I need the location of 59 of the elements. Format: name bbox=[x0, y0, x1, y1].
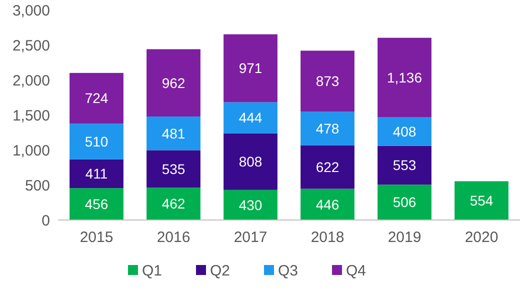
bar bbox=[224, 102, 278, 134]
data-label: 553 bbox=[392, 157, 416, 174]
legend-label: Q1 bbox=[142, 262, 162, 280]
data-label: 554 bbox=[470, 192, 494, 209]
y-tick-label: 0 bbox=[42, 212, 50, 230]
data-label: 962 bbox=[162, 74, 186, 91]
data-label: 510 bbox=[84, 133, 108, 150]
data-label: 430 bbox=[238, 196, 262, 213]
y-tick-label: 2,500 bbox=[12, 37, 50, 54]
data-label: 1,136 bbox=[386, 69, 422, 86]
bar bbox=[70, 188, 124, 220]
bar bbox=[146, 49, 200, 117]
data-label: 535 bbox=[162, 160, 186, 177]
x-tick-label: 2015 bbox=[80, 229, 114, 246]
y-tick-label: 1,000 bbox=[12, 142, 50, 160]
x-tick-label: 2020 bbox=[464, 229, 498, 246]
bar bbox=[378, 184, 432, 220]
data-label: 411 bbox=[85, 166, 108, 182]
bar bbox=[70, 72, 124, 124]
data-label: 622 bbox=[316, 158, 340, 175]
data-label: 724 bbox=[84, 90, 108, 106]
y-tick-label: 3,000 bbox=[12, 2, 50, 20]
data-label: 481 bbox=[162, 125, 186, 142]
bar bbox=[70, 159, 124, 188]
bar bbox=[378, 38, 432, 118]
bar bbox=[224, 34, 278, 102]
data-label: 808 bbox=[238, 154, 262, 170]
data-label: 971 bbox=[238, 60, 262, 76]
bar bbox=[224, 190, 278, 220]
x-tick-label: 2019 bbox=[388, 229, 422, 246]
bar bbox=[454, 181, 508, 220]
y-tick-label: 1,500 bbox=[12, 107, 50, 124]
data-label: 444 bbox=[238, 110, 262, 126]
bar bbox=[146, 116, 200, 150]
x-tick-label: 2018 bbox=[310, 229, 344, 246]
bar bbox=[300, 50, 354, 112]
y-tick-label: 500 bbox=[24, 177, 50, 194]
bar bbox=[224, 133, 278, 190]
data-label: 478 bbox=[316, 120, 340, 136]
x-tick-label: 2017 bbox=[234, 229, 268, 246]
bar bbox=[300, 145, 354, 189]
legend-label: Q3 bbox=[278, 262, 298, 280]
bar bbox=[300, 112, 354, 146]
bar bbox=[70, 124, 124, 160]
legend-label: Q2 bbox=[210, 262, 230, 280]
bar bbox=[378, 146, 432, 185]
data-label: 446 bbox=[316, 196, 340, 212]
data-label: 408 bbox=[392, 123, 416, 140]
y-tick-label: 2,000 bbox=[12, 72, 50, 90]
x-tick-label: 2016 bbox=[156, 229, 190, 246]
data-label: 873 bbox=[316, 73, 340, 90]
data-label: 456 bbox=[84, 196, 108, 212]
bar bbox=[146, 150, 200, 188]
bar bbox=[146, 188, 200, 220]
bar bbox=[300, 188, 354, 220]
data-label: 462 bbox=[162, 196, 186, 212]
bar bbox=[378, 117, 432, 146]
data-label: 506 bbox=[392, 194, 416, 210]
legend-label: Q4 bbox=[346, 262, 366, 280]
